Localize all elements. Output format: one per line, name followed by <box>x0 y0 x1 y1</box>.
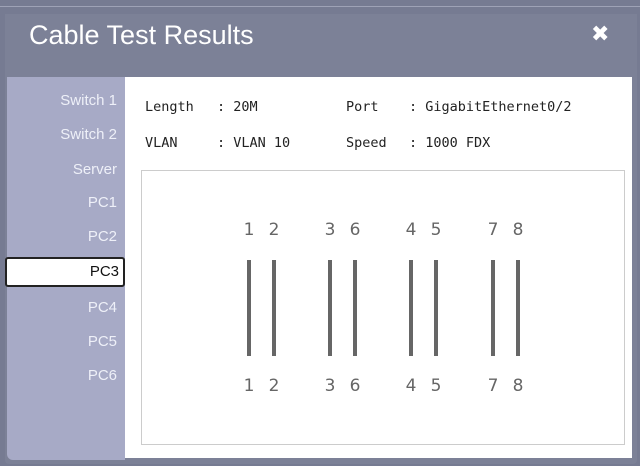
sidebar-item-pc4[interactable]: PC4 <box>87 299 117 316</box>
bottom-pin-label: 7 <box>487 376 499 396</box>
sidebar-item-pc6[interactable]: PC6 <box>87 367 117 384</box>
wire <box>328 260 332 356</box>
vlan-value: : VLAN 10 <box>217 135 291 151</box>
title-bar: Cable Test Results ✖ <box>5 14 637 77</box>
top-pin-label: 1 <box>243 220 255 240</box>
wire <box>434 260 438 356</box>
port-value: : GigabitEthernet0/2 <box>409 99 572 115</box>
bottom-pin-label: 6 <box>349 376 361 396</box>
cable-test-dialog: Cable Test Results ✖ Switch 1 Switch 2 S… <box>5 14 637 464</box>
top-pin-label: 6 <box>349 220 361 240</box>
results-panel: Length : 20M Port : GigabitEthernet0/2 V… <box>125 77 632 458</box>
top-pin-label: 2 <box>268 220 280 240</box>
dialog-title: Cable Test Results <box>29 20 254 50</box>
top-divider <box>0 6 640 7</box>
length-label: Length <box>145 99 194 115</box>
top-pin-label: 3 <box>324 220 336 240</box>
bottom-pin-label: 2 <box>268 376 280 396</box>
bottom-pin-label: 8 <box>512 376 524 396</box>
wire <box>409 260 413 356</box>
sidebar-item-switch-2[interactable]: Switch 2 <box>60 126 117 143</box>
top-pin-label: 7 <box>487 220 499 240</box>
wire <box>491 260 495 356</box>
speed-label: Speed <box>346 135 387 151</box>
top-pin-label: 5 <box>430 220 442 240</box>
bottom-pin-label: 1 <box>243 376 255 396</box>
device-sidebar: Switch 1 Switch 2 Server PC1 PC2 PC3 PC4… <box>5 77 125 460</box>
wire <box>272 260 276 356</box>
wire <box>353 260 357 356</box>
speed-value: : 1000 FDX <box>409 135 491 151</box>
sidebar-item-server[interactable]: Server <box>72 161 117 178</box>
sidebar-item-pc2[interactable]: PC2 <box>87 228 117 245</box>
bottom-pin-label: 5 <box>430 376 442 396</box>
wire <box>247 260 251 356</box>
sidebar-item-pc3[interactable]: PC3 <box>5 257 125 287</box>
wire <box>516 260 520 356</box>
sidebar-item-pc5[interactable]: PC5 <box>87 333 117 350</box>
sidebar-item-switch-1[interactable]: Switch 1 <box>60 92 117 109</box>
top-pin-label: 4 <box>405 220 417 240</box>
bottom-pin-label: 4 <box>405 376 417 396</box>
length-value: : 20M <box>217 99 258 115</box>
bottom-pin-label: 3 <box>324 376 336 396</box>
top-pin-label: 8 <box>512 220 524 240</box>
sidebar-item-pc1[interactable]: PC1 <box>87 194 117 211</box>
close-icon[interactable]: ✖ <box>591 22 610 47</box>
port-label: Port <box>346 99 379 115</box>
vlan-label: VLAN <box>145 135 178 151</box>
